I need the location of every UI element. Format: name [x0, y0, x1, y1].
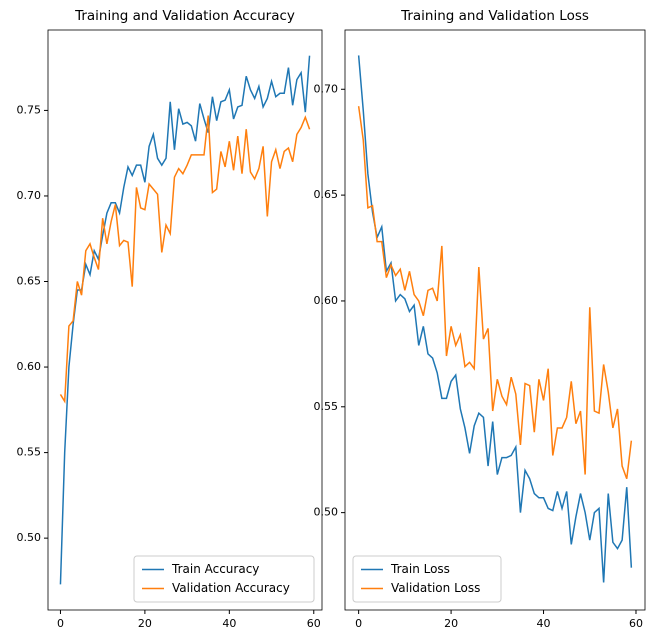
y-tick-label: 0.50 [314, 506, 339, 519]
x-tick-label: 0 [355, 617, 362, 630]
y-tick-label: 0.60 [314, 294, 339, 307]
legend: Train Accuracy Validation Accuracy [133, 555, 315, 603]
y-tick-label: 0.65 [17, 275, 42, 288]
x-tick-label: 40 [537, 617, 551, 630]
x-tick-label: 60 [629, 617, 643, 630]
legend-label: Validation Accuracy [172, 581, 290, 595]
subplot: Training and Validation Accuracy 0.50 0.55… [17, 8, 323, 630]
legend-box [133, 555, 315, 603]
x-tick-label: 0 [57, 617, 64, 630]
line-series [357, 55, 633, 583]
legend: Train Loss Validation Loss [352, 555, 502, 603]
x-tick-label: 20 [444, 617, 458, 630]
y-tick-label: 0.70 [314, 82, 339, 95]
chart-title: Training and Validation Loss [400, 8, 589, 24]
y-tick-label: 0.75 [17, 103, 42, 116]
y-tick-label: 0.60 [17, 360, 42, 373]
line-series [59, 55, 311, 585]
y-tick-label: 0.55 [17, 446, 42, 459]
subplot: Training and Validation Loss 0.50 0.55 0.60… [314, 8, 646, 630]
y-tick-label: 0.50 [17, 531, 42, 544]
legend-box [352, 555, 502, 603]
y-tick-label: 0.55 [314, 400, 339, 413]
axes-frame [344, 29, 646, 611]
chart-title: Training and Validation Accuracy [74, 8, 295, 24]
line-series [59, 115, 311, 404]
x-tick-label: 40 [222, 617, 236, 630]
line-series [357, 106, 633, 480]
y-tick-label: 0.65 [314, 188, 339, 201]
x-tick-label: 60 [307, 617, 321, 630]
x-tick-label: 20 [138, 617, 152, 630]
legend-label: Validation Loss [391, 581, 480, 595]
y-tick-label: 0.70 [17, 189, 42, 202]
axes-frame [47, 29, 323, 611]
legend-label: Train Accuracy [171, 562, 259, 576]
legend-label: Train Loss [390, 562, 450, 576]
